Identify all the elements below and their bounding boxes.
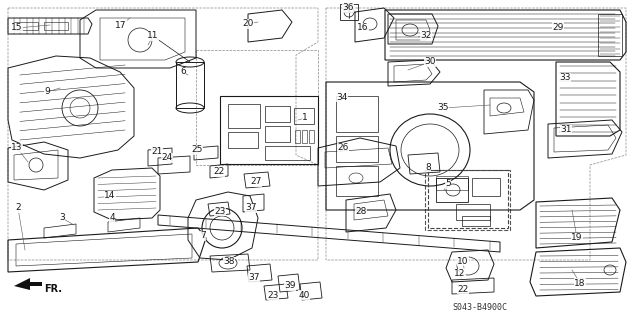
Text: 24: 24 (161, 153, 173, 162)
Text: 14: 14 (104, 191, 116, 201)
Text: 25: 25 (191, 145, 203, 154)
Text: 38: 38 (223, 257, 235, 266)
Text: 16: 16 (357, 24, 369, 33)
Text: 28: 28 (355, 207, 367, 217)
Text: 5: 5 (445, 180, 451, 189)
Text: 23: 23 (214, 206, 226, 216)
Text: 35: 35 (437, 103, 449, 113)
Text: 12: 12 (454, 270, 466, 278)
Text: 26: 26 (337, 144, 349, 152)
Text: 18: 18 (574, 278, 586, 287)
Text: 2: 2 (15, 204, 21, 212)
Text: 10: 10 (457, 256, 468, 265)
Text: 27: 27 (250, 177, 262, 187)
Text: 39: 39 (284, 281, 296, 291)
Text: 17: 17 (115, 20, 127, 29)
Text: 36: 36 (342, 4, 354, 12)
Text: 30: 30 (424, 57, 436, 66)
Text: 21: 21 (151, 147, 163, 157)
Text: 11: 11 (147, 32, 159, 41)
Polygon shape (14, 278, 42, 290)
Text: 32: 32 (420, 32, 432, 41)
Text: 37: 37 (245, 204, 257, 212)
Text: 31: 31 (560, 125, 572, 135)
Text: FR.: FR. (44, 284, 62, 294)
Text: S043-B4900C: S043-B4900C (452, 303, 508, 313)
Text: 22: 22 (213, 167, 225, 176)
Text: 13: 13 (12, 144, 23, 152)
Text: 8: 8 (425, 162, 431, 172)
Text: 23: 23 (268, 291, 278, 300)
Text: 29: 29 (552, 23, 564, 32)
Text: 33: 33 (559, 73, 571, 83)
Text: 1: 1 (302, 114, 308, 122)
Text: 37: 37 (248, 273, 260, 283)
Text: 9: 9 (44, 87, 50, 97)
Text: 40: 40 (298, 291, 310, 300)
Text: 3: 3 (59, 213, 65, 222)
Text: 20: 20 (243, 19, 253, 28)
Text: 15: 15 (12, 24, 23, 33)
Text: 22: 22 (458, 285, 468, 293)
Text: 6: 6 (180, 68, 186, 77)
Text: 4: 4 (109, 213, 115, 222)
Text: 7: 7 (200, 232, 206, 241)
Text: 19: 19 (572, 234, 583, 242)
Text: 34: 34 (336, 93, 348, 101)
